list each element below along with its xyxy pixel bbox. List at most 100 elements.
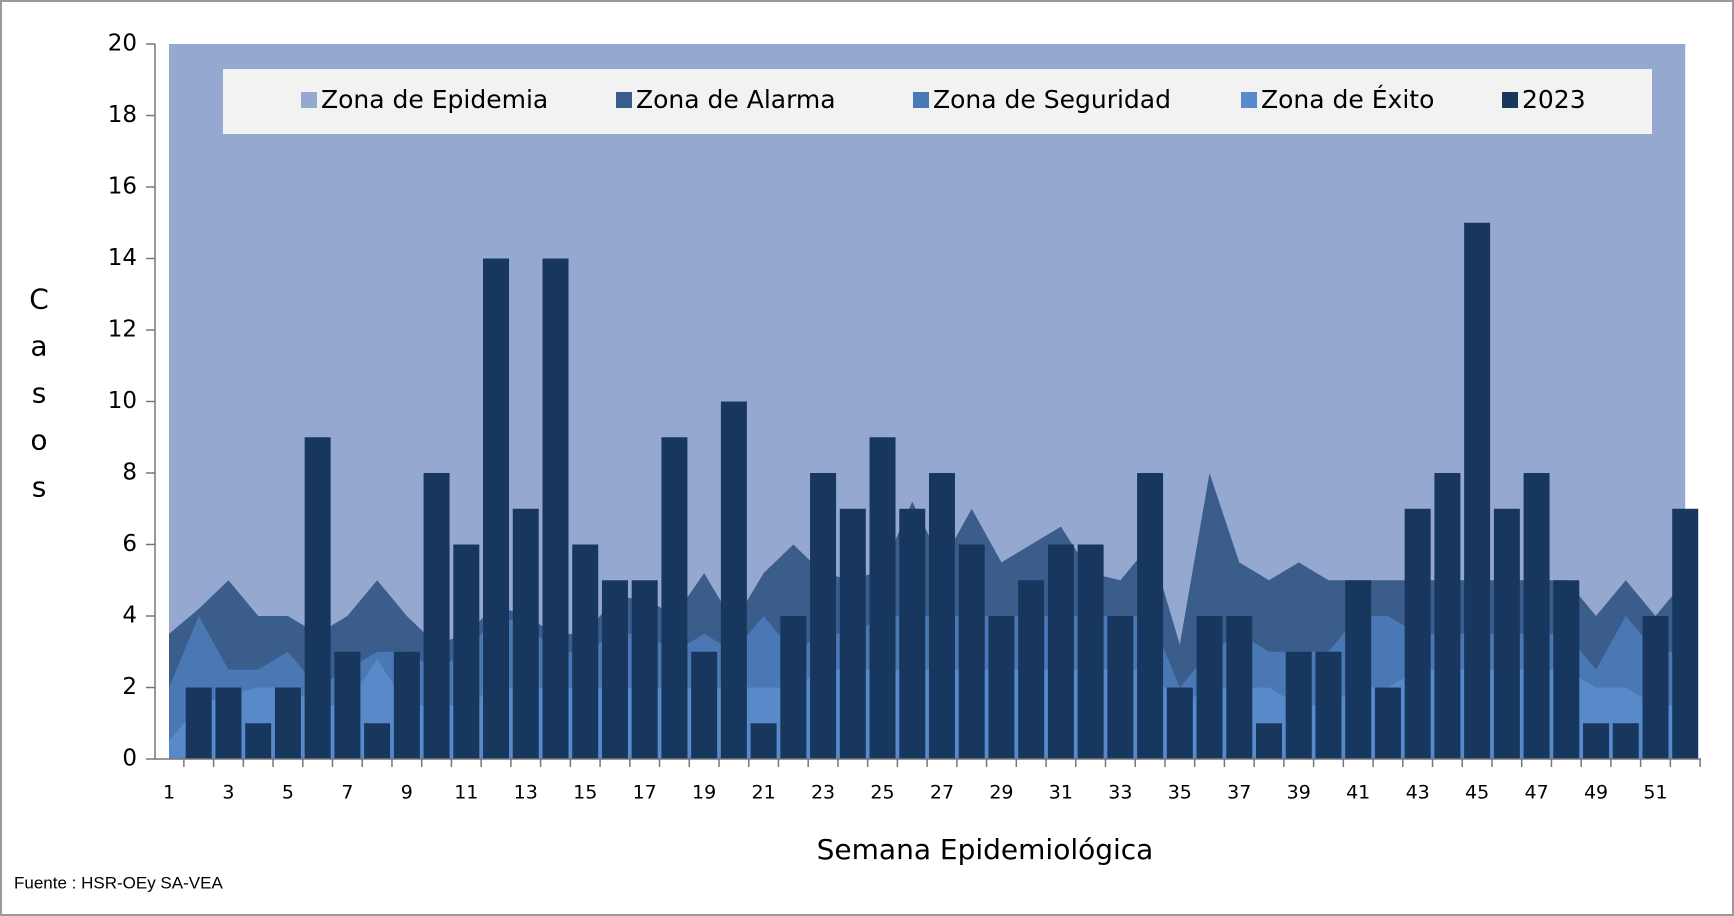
x-tick-label: 37 [1227, 782, 1251, 804]
bar [869, 437, 896, 759]
bar [1018, 580, 1045, 759]
y-tick-label: 20 [108, 31, 137, 57]
x-tick-label: 47 [1524, 782, 1548, 804]
bar [601, 580, 628, 759]
legend-box [223, 69, 1652, 134]
source-note: Fuente : HSR-OEy SA-VEA [14, 873, 223, 892]
x-tick-label: 35 [1168, 782, 1192, 804]
x-tick-label: 5 [282, 782, 294, 804]
legend-swatch [1241, 92, 1257, 108]
x-tick-label: 39 [1287, 782, 1311, 804]
x-axis-label: Semana Epidemiológica [817, 833, 1154, 866]
bar [304, 437, 331, 759]
y-tick-label: 10 [108, 388, 137, 414]
x-tick-label: 27 [930, 782, 954, 804]
legend-swatch [1502, 92, 1518, 108]
x-tick-label: 13 [514, 782, 538, 804]
bar [483, 258, 510, 759]
bar [1256, 723, 1283, 759]
y-tick-label: 6 [122, 531, 137, 557]
legend-label: Zona de Alarma [636, 85, 836, 114]
x-tick-label: 17 [633, 782, 657, 804]
bar [1166, 687, 1193, 759]
bar [1374, 687, 1401, 759]
bar [572, 544, 599, 759]
x-tick-label: 51 [1643, 782, 1667, 804]
bar [1583, 723, 1610, 759]
x-tick-label: 9 [401, 782, 413, 804]
bar [958, 544, 985, 759]
bar [780, 616, 807, 759]
bar [453, 544, 480, 759]
bar [1107, 616, 1134, 759]
x-tick-label: 23 [811, 782, 835, 804]
x-tick-label: 31 [1049, 782, 1073, 804]
bar [423, 473, 450, 759]
bar [899, 508, 926, 759]
legend-label: 2023 [1522, 85, 1586, 114]
legend-swatch [616, 92, 632, 108]
bar [810, 473, 837, 759]
bar [393, 651, 420, 759]
y-tick-label: 16 [108, 174, 137, 200]
bar [1077, 544, 1104, 759]
x-tick-label: 19 [692, 782, 716, 804]
bar [334, 651, 361, 759]
x-tick-label: 1 [163, 782, 175, 804]
bar [215, 687, 242, 759]
legend-swatch [913, 92, 929, 108]
bar [364, 723, 391, 759]
bar [542, 258, 569, 759]
y-tick-label: 18 [108, 102, 137, 128]
legend-label: Zona de Epidemia [321, 85, 548, 114]
bar [750, 723, 777, 759]
x-tick-label: 29 [989, 782, 1013, 804]
bar [1315, 651, 1342, 759]
x-tick-label: 45 [1465, 782, 1489, 804]
bar [185, 687, 212, 759]
bar [1493, 508, 1520, 759]
bar [1226, 616, 1253, 759]
legend-swatch [301, 92, 317, 108]
bar [1642, 616, 1669, 759]
bar [1553, 580, 1580, 759]
bar [512, 508, 539, 759]
x-tick-label: 21 [752, 782, 776, 804]
bar [245, 723, 272, 759]
bar [1345, 580, 1372, 759]
x-tick-label: 15 [573, 782, 597, 804]
y-tick-label: 0 [122, 746, 137, 772]
y-tick-label: 14 [108, 245, 137, 271]
x-tick-label: 41 [1346, 782, 1370, 804]
x-tick-label: 43 [1406, 782, 1430, 804]
bar [1196, 616, 1223, 759]
legend-label: Zona de Éxito [1261, 85, 1434, 114]
bar [661, 437, 688, 759]
bar [1047, 544, 1074, 759]
x-tick-label: 49 [1584, 782, 1608, 804]
bar [691, 651, 718, 759]
bar [1523, 473, 1550, 759]
bar [631, 580, 658, 759]
x-tick-label: 11 [454, 782, 478, 804]
bar [1464, 222, 1491, 759]
y-axis-label: Casos [23, 283, 56, 518]
bar [274, 687, 301, 759]
x-tick-label: 3 [222, 782, 234, 804]
bar [1612, 723, 1639, 759]
x-tick-label: 33 [1108, 782, 1132, 804]
legend-label: Zona de Seguridad [933, 85, 1171, 114]
bar [839, 508, 866, 759]
y-tick-label: 12 [108, 317, 137, 343]
bar [1137, 473, 1164, 759]
bar [988, 616, 1015, 759]
bar [1434, 473, 1461, 759]
bar [1285, 651, 1312, 759]
y-tick-label: 4 [122, 603, 137, 629]
bar [1672, 508, 1699, 759]
x-tick-label: 25 [870, 782, 894, 804]
bar [720, 401, 747, 759]
x-tick-label: 7 [341, 782, 353, 804]
y-tick-label: 2 [122, 674, 137, 700]
